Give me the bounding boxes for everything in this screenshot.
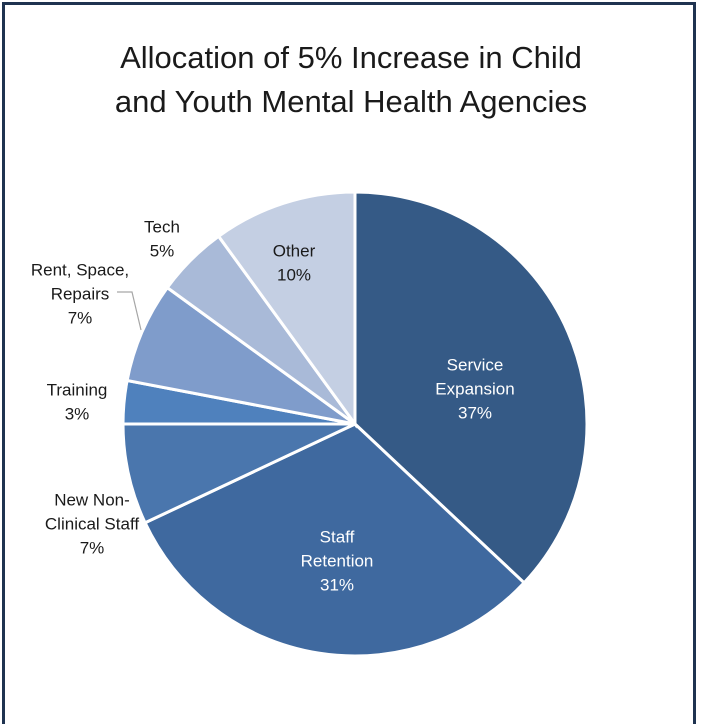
data-label-rent-space-repairs: Rent, Space, Repairs 7% bbox=[31, 260, 129, 327]
data-label-other: Other 10% bbox=[273, 241, 316, 284]
data-label-tech: Tech 5% bbox=[144, 217, 180, 260]
pie-slice-staff-retention bbox=[143, 422, 527, 658]
data-label-training: Training 3% bbox=[47, 380, 108, 423]
chart-title-line-2: and Youth Mental Health Agencies bbox=[114, 84, 588, 119]
chart-title-line-1: Allocation of 5% Increase in Child bbox=[120, 40, 582, 75]
data-label-new-non-clinical-staff: New Non-Clinical Staff 7% bbox=[45, 490, 139, 557]
pie-slice-new-non-clinical-staff bbox=[121, 422, 356, 525]
leader-line-rent-space-repairs bbox=[117, 291, 142, 331]
pie-slice-service-expansion bbox=[353, 190, 589, 585]
chart-title: Allocation of 5% Increase in Child and Y… bbox=[0, 36, 702, 124]
pie-slice-rent-space-repairs bbox=[125, 285, 356, 426]
data-label-staff-retention: Staff Retention 31% bbox=[301, 527, 374, 594]
data-label-service-expansion: Service Expansion 37% bbox=[435, 355, 514, 422]
pie-slice-other bbox=[216, 190, 357, 429]
